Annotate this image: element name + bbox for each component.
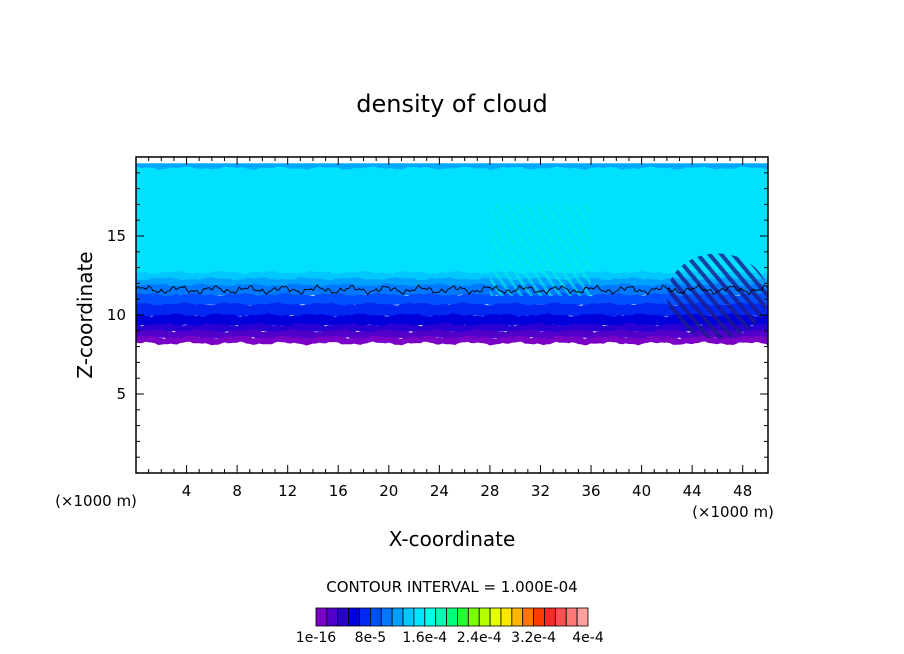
colorbar-swatch xyxy=(467,607,480,627)
colorbar-swatch xyxy=(533,607,545,627)
colorbar-label: 2.4e-4 xyxy=(457,630,502,646)
colorbar-swatch xyxy=(511,607,524,627)
density-band xyxy=(136,283,768,298)
colorbar-label: 3.2e-4 xyxy=(511,630,556,646)
colorbar-swatch xyxy=(522,607,534,627)
x-tick-label: 24 xyxy=(430,482,449,500)
colorbar-swatch xyxy=(576,607,589,627)
colorbar-swatch xyxy=(337,607,350,627)
x-tick-label: 12 xyxy=(278,482,297,500)
wave-ripple-region xyxy=(666,253,768,339)
colorbar-swatch xyxy=(435,607,447,627)
density-band xyxy=(136,302,768,319)
x-tick-label: 40 xyxy=(632,482,651,500)
density-band xyxy=(136,335,768,346)
colorbar-swatch xyxy=(544,607,556,627)
colorbar-swatch xyxy=(402,607,415,627)
wave-ripple-region xyxy=(489,204,592,297)
x-tick-label: 36 xyxy=(581,482,600,500)
colorbar-swatch xyxy=(478,607,491,627)
x-tick-label: 44 xyxy=(683,482,702,500)
colorbar-swatch xyxy=(359,607,371,627)
x-unit-left: (×1000 m) xyxy=(55,492,137,510)
x-tick-label: 28 xyxy=(480,482,499,500)
colorbar-swatch xyxy=(369,607,382,627)
colorbar-swatch xyxy=(565,607,578,627)
contour-interval-label: CONTOUR INTERVAL = 1.000E-04 xyxy=(326,578,577,596)
y-axis-ticks: 5 10 15 xyxy=(107,172,768,458)
x-tick-label: 32 xyxy=(531,482,550,500)
colorbar-label: 8e-5 xyxy=(355,630,386,646)
colorbar-swatch xyxy=(446,607,458,627)
density-field xyxy=(136,163,768,346)
colorbar-swatch xyxy=(380,607,393,627)
contour-line xyxy=(136,283,768,296)
x-tick-label: 48 xyxy=(733,482,752,500)
colorbar-swatch xyxy=(500,607,513,627)
x-tick-label: 4 xyxy=(182,482,192,500)
x-tick-label: 20 xyxy=(379,482,398,500)
colorbar-swatch xyxy=(457,607,469,627)
y-axis-label: Z-coordinate xyxy=(73,251,97,378)
colorbar-label: 1.6e-4 xyxy=(402,630,447,646)
y-tick-label: 15 xyxy=(107,227,126,245)
colorbar-swatch xyxy=(489,607,502,627)
colorbar-swatch xyxy=(315,607,328,627)
x-axis-ticks: 4 8 12 16 20 24 28 32 36 40 44 48 xyxy=(148,157,756,500)
chart-title: density of cloud xyxy=(356,90,547,118)
colorbar-swatch xyxy=(326,607,339,627)
colorbar-swatch xyxy=(348,607,360,627)
colorbar-swatch xyxy=(391,607,404,627)
colorbar-swatch xyxy=(424,607,437,627)
colorbar-label: 1e-16 xyxy=(296,630,336,646)
y-tick-label: 10 xyxy=(107,306,126,324)
colorbar-swatch xyxy=(413,607,426,627)
density-band xyxy=(136,166,768,276)
colorbar-labels: 1e-16 8e-5 1.6e-4 2.4e-4 3.2e-4 4e-4 xyxy=(296,630,604,646)
colorbar xyxy=(315,607,589,627)
x-tick-label: 8 xyxy=(232,482,242,500)
x-axis-label: X-coordinate xyxy=(389,527,516,551)
colorbar-label: 4e-4 xyxy=(572,630,604,646)
colorbar-swatch xyxy=(554,607,567,627)
y-tick-label: 5 xyxy=(116,385,126,403)
x-tick-label: 16 xyxy=(329,482,348,500)
x-unit-right: (×1000 m) xyxy=(692,503,774,521)
